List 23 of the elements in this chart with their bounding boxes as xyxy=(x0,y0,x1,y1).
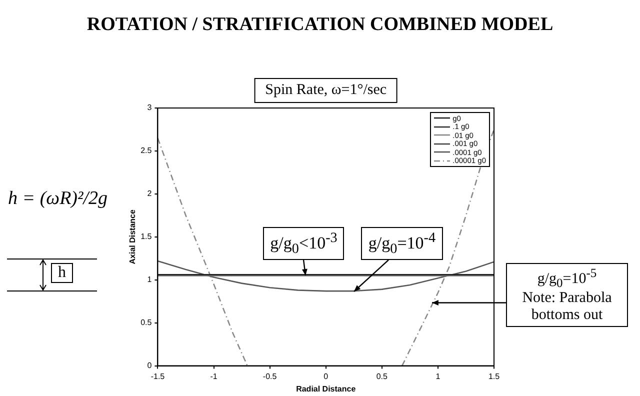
text: h = (ωR)²/2g xyxy=(8,188,108,210)
annotation: g/g$_{0}$<10$^{-3}$ xyxy=(263,227,344,260)
y-tick-label: 3 xyxy=(147,103,152,112)
y-tick-label: 2 xyxy=(147,189,152,198)
y-axis-title: Axial Distance xyxy=(128,209,138,264)
chart-title: ROTATION / STRATIFICATION COMBINED MODEL xyxy=(86,14,554,36)
y-tick-label: 2.5 xyxy=(140,146,152,156)
x-tick-label: 0.5 xyxy=(376,372,388,381)
annotation: g/g$_{0}$=10$^{-4}$ xyxy=(361,226,443,260)
height-diagram: h xyxy=(7,258,97,292)
x-tick-label: 1 xyxy=(436,372,441,381)
y-tick-label: 1 xyxy=(147,275,152,284)
y-tick-label: 0 xyxy=(147,361,152,370)
x-tick-label: 1.5 xyxy=(488,372,500,381)
chart-subtitle: Spin Rate, ω=1°/sec xyxy=(254,78,398,103)
x-tick-label: -1 xyxy=(210,372,218,381)
y-tick-label: 0.5 xyxy=(140,318,152,328)
x-axis-title: Radial Distance xyxy=(296,384,356,394)
x-tick-label: -1.5 xyxy=(150,372,166,381)
y-tick-label: 1.5 xyxy=(140,232,152,242)
annotation: g/g$_{0}$=10$^{-5}$ Note: Parabola bottoms out xyxy=(506,262,628,328)
x-tick-label: 0 xyxy=(324,372,329,381)
x-tick-label: -0.5 xyxy=(262,372,278,381)
